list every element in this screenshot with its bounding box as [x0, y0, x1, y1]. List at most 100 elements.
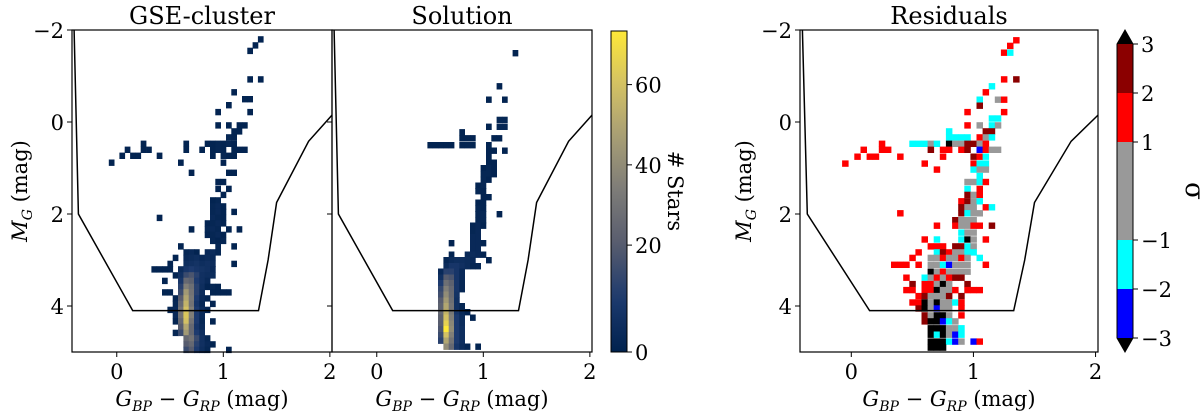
- histogram-cell: [860, 146, 867, 153]
- histogram-cell: [952, 268, 959, 275]
- histogram-cell: [878, 140, 886, 147]
- histogram-cell: [448, 291, 455, 298]
- histogram-cell: [952, 286, 959, 294]
- histogram-cell: [988, 204, 996, 211]
- histogram-cell: [199, 272, 205, 279]
- histogram-cell: [939, 292, 947, 300]
- histogram-cell: [459, 332, 465, 339]
- histogram-cell: [140, 146, 147, 153]
- histogram-cell: [927, 292, 935, 300]
- histogram-cell: [194, 283, 200, 291]
- histogram-cell: [464, 263, 471, 270]
- histogram-cell: [199, 329, 205, 337]
- colorbar-extend-over: [1117, 30, 1133, 44]
- histogram-cell: [194, 260, 200, 268]
- histogram-cell: [188, 318, 195, 325]
- histogram-cell: [247, 96, 253, 103]
- histogram-cell: [454, 297, 460, 304]
- histogram-cell: [964, 146, 971, 153]
- histogram-cell: [927, 243, 935, 250]
- histogram-cell: [188, 300, 195, 308]
- histogram-cell: [220, 191, 227, 199]
- histogram-cell: [204, 140, 211, 147]
- selection-boundary-line: [73, 30, 332, 312]
- histogram-cell: [939, 254, 947, 262]
- histogram-cell: [933, 305, 941, 312]
- histogram-cell: [933, 331, 941, 338]
- axes-frame: [799, 29, 1099, 353]
- histogram-cell: [459, 343, 465, 350]
- histogram-cell: [454, 274, 460, 281]
- histogram-cell: [976, 134, 983, 141]
- colorbar-tick-label: −2: [1141, 278, 1172, 302]
- histogram-cell: [480, 194, 487, 201]
- histogram-cell: [958, 249, 965, 256]
- histogram-cell: [927, 312, 935, 319]
- histogram-cell: [172, 295, 179, 302]
- histogram-cell: [964, 108, 971, 116]
- histogram-cell: [480, 222, 487, 229]
- histogram-cell: [448, 268, 455, 275]
- histogram-cell: [438, 142, 444, 149]
- histogram-cell: [939, 299, 947, 306]
- histogram-cell: [475, 182, 481, 189]
- histogram-cell: [183, 346, 190, 354]
- histogram-cell: [236, 122, 243, 129]
- histogram-cell: [502, 123, 508, 130]
- histogram-cell: [220, 208, 227, 216]
- histogram-cell: [454, 268, 460, 275]
- histogram-cell: [976, 185, 983, 193]
- histogram-cell: [970, 166, 977, 173]
- histogram-cell: [204, 254, 211, 262]
- histogram-cell: [231, 260, 237, 268]
- histogram-cell: [475, 222, 481, 229]
- histogram-cell: [459, 129, 465, 136]
- histogram-cell: [443, 343, 450, 350]
- histogram-cell: [448, 297, 455, 304]
- histogram-cell: [220, 152, 227, 159]
- y-tick-label: 2: [51, 203, 64, 227]
- histogram-cell: [970, 210, 977, 217]
- y-tick-label: 4: [779, 295, 792, 319]
- histogram-cell: [496, 83, 503, 90]
- histogram-cell: [921, 312, 928, 319]
- histogram-cell: [945, 274, 953, 281]
- histogram-cell: [194, 289, 200, 296]
- histogram-cell: [491, 165, 497, 172]
- histogram-cell: [475, 234, 481, 241]
- panel-title-gse-cluster: GSE-cluster: [129, 2, 275, 30]
- histogram-cell: [897, 153, 904, 160]
- histogram-cell: [215, 178, 221, 186]
- histogram-cell: [470, 222, 476, 229]
- histogram-cell: [958, 134, 965, 141]
- histogram-cell: [443, 297, 450, 304]
- histogram-cell: [443, 320, 450, 327]
- histogram-cell: [933, 254, 941, 262]
- x-tick-label: 2: [583, 360, 596, 384]
- histogram-cell: [188, 335, 195, 342]
- histogram-cell: [459, 274, 465, 281]
- histogram-cell: [976, 96, 983, 103]
- histogram-cell: [958, 331, 965, 338]
- histogram-cell: [958, 236, 965, 243]
- histogram-cell: [231, 128, 237, 135]
- histogram-cell: [183, 272, 190, 279]
- histogram-cell: [199, 312, 205, 319]
- colorbar-level: [1117, 44, 1133, 93]
- histogram-cell: [210, 146, 216, 153]
- x-label-minus: −: [412, 387, 443, 411]
- histogram-cell: [480, 205, 487, 212]
- histogram-cell: [939, 280, 947, 288]
- histogram-cell: [988, 222, 996, 229]
- histogram-cell: [976, 254, 983, 262]
- histogram-cell: [1000, 96, 1008, 103]
- histogram-cell: [459, 142, 465, 149]
- histogram-cell: [970, 249, 977, 256]
- histogram-cell: [964, 191, 971, 199]
- histogram-cell: [939, 305, 947, 312]
- histogram-cell: [438, 286, 444, 293]
- colorbar-level: [1117, 93, 1133, 142]
- histogram-cell: [454, 320, 460, 327]
- histogram-cell: [194, 277, 200, 285]
- histogram-cell: [958, 268, 965, 275]
